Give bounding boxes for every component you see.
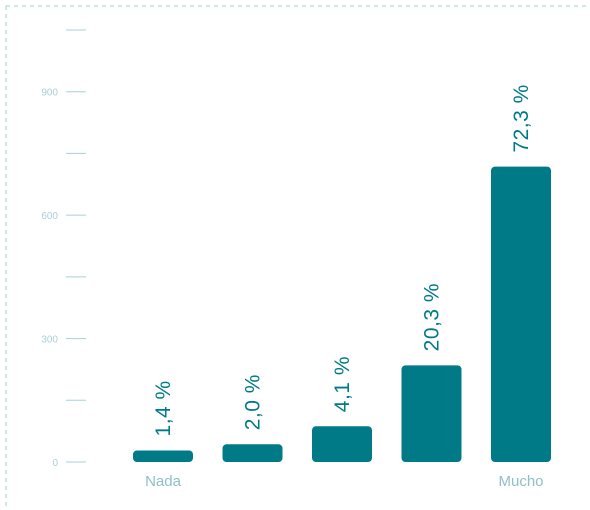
data-labels: 1,4 % 2,0 % 4,1 % 20,3 % 72,3 % xyxy=(152,84,533,436)
bar-value-label: 4,1 % xyxy=(331,356,354,412)
bar-value-label: 20,3 % xyxy=(421,283,444,351)
y-tick-label: 300 xyxy=(41,335,58,346)
bar xyxy=(491,166,551,462)
category-label: Mucho xyxy=(498,473,543,490)
category-label: Nada xyxy=(145,473,182,490)
y-axis: 0 300 600 900 xyxy=(41,29,86,469)
x-axis: Nada Mucho xyxy=(145,473,543,490)
y-tick-label: 600 xyxy=(41,211,58,222)
bar xyxy=(133,450,193,462)
y-tick-label: 900 xyxy=(41,88,58,99)
bars xyxy=(133,166,551,462)
bar xyxy=(312,426,372,462)
bar-value-label: 72,3 % xyxy=(510,84,533,152)
bar-value-label: 2,0 % xyxy=(242,374,265,430)
bar xyxy=(401,365,462,462)
y-tick-label: 0 xyxy=(52,458,58,469)
bar-value-label: 1,4 % xyxy=(152,380,175,436)
bar xyxy=(222,444,283,462)
